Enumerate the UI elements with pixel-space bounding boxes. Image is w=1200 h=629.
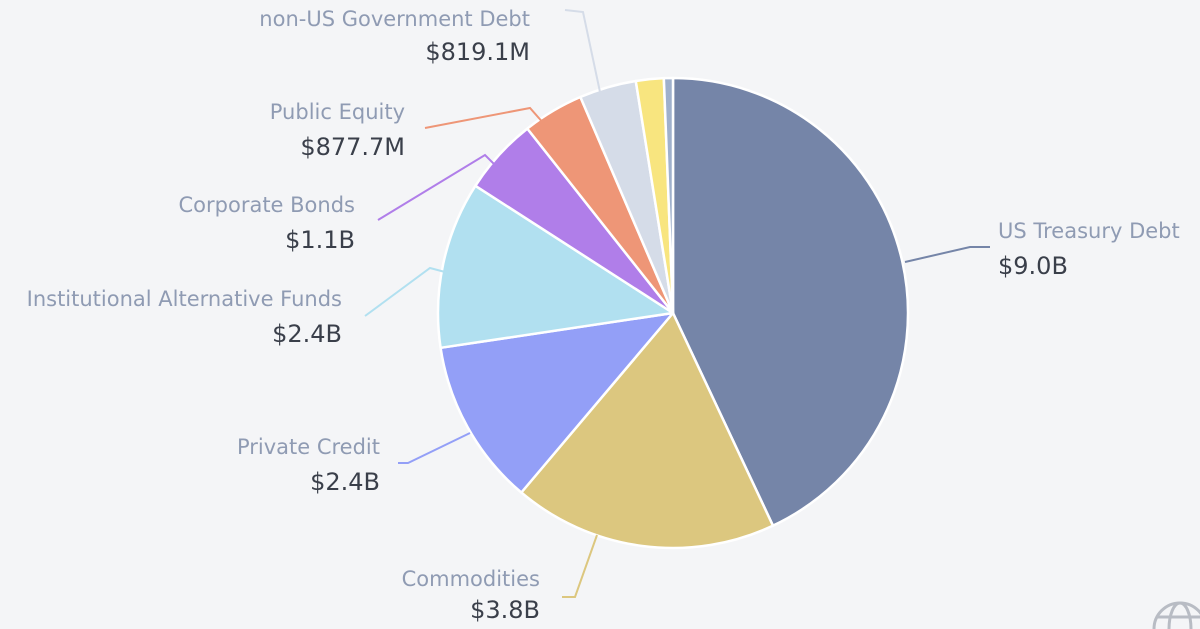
- leader-line: [562, 534, 598, 598]
- slice-value-label: $2.4B: [310, 468, 380, 496]
- slice-name-label: Commodities: [402, 567, 540, 591]
- slice-name-label: Private Credit: [237, 435, 380, 459]
- pie-slice[interactable]: [671, 76, 910, 527]
- leader-line: [564, 9, 601, 93]
- leader-line: [904, 246, 990, 263]
- leader-line: [377, 153, 496, 221]
- slice-value-label: $877.7M: [300, 133, 405, 161]
- slice-value-label: $3.8B: [470, 596, 540, 624]
- leader-line: [364, 266, 446, 317]
- pie-slice[interactable]: [520, 311, 775, 550]
- pie-slice[interactable]: [662, 76, 675, 315]
- slice-value-label: $2.4B: [272, 320, 342, 348]
- slice-name-label: non-US Government Debt: [259, 7, 530, 31]
- slice-value-label: $1.1B: [285, 226, 355, 254]
- leader-line: [398, 432, 471, 464]
- slice-name-label: Institutional Alternative Funds: [27, 287, 342, 311]
- slice-name-label: US Treasury Debt: [998, 219, 1180, 243]
- slice-name-label: Corporate Bonds: [179, 193, 356, 217]
- pie-slice[interactable]: [439, 311, 675, 494]
- pie-slice[interactable]: [436, 184, 675, 350]
- slice-name-label: Public Equity: [270, 100, 405, 124]
- slice-value-label: $819.1M: [425, 38, 530, 66]
- leader-line: [424, 106, 546, 129]
- slice-value-label: $9.0B: [998, 252, 1068, 280]
